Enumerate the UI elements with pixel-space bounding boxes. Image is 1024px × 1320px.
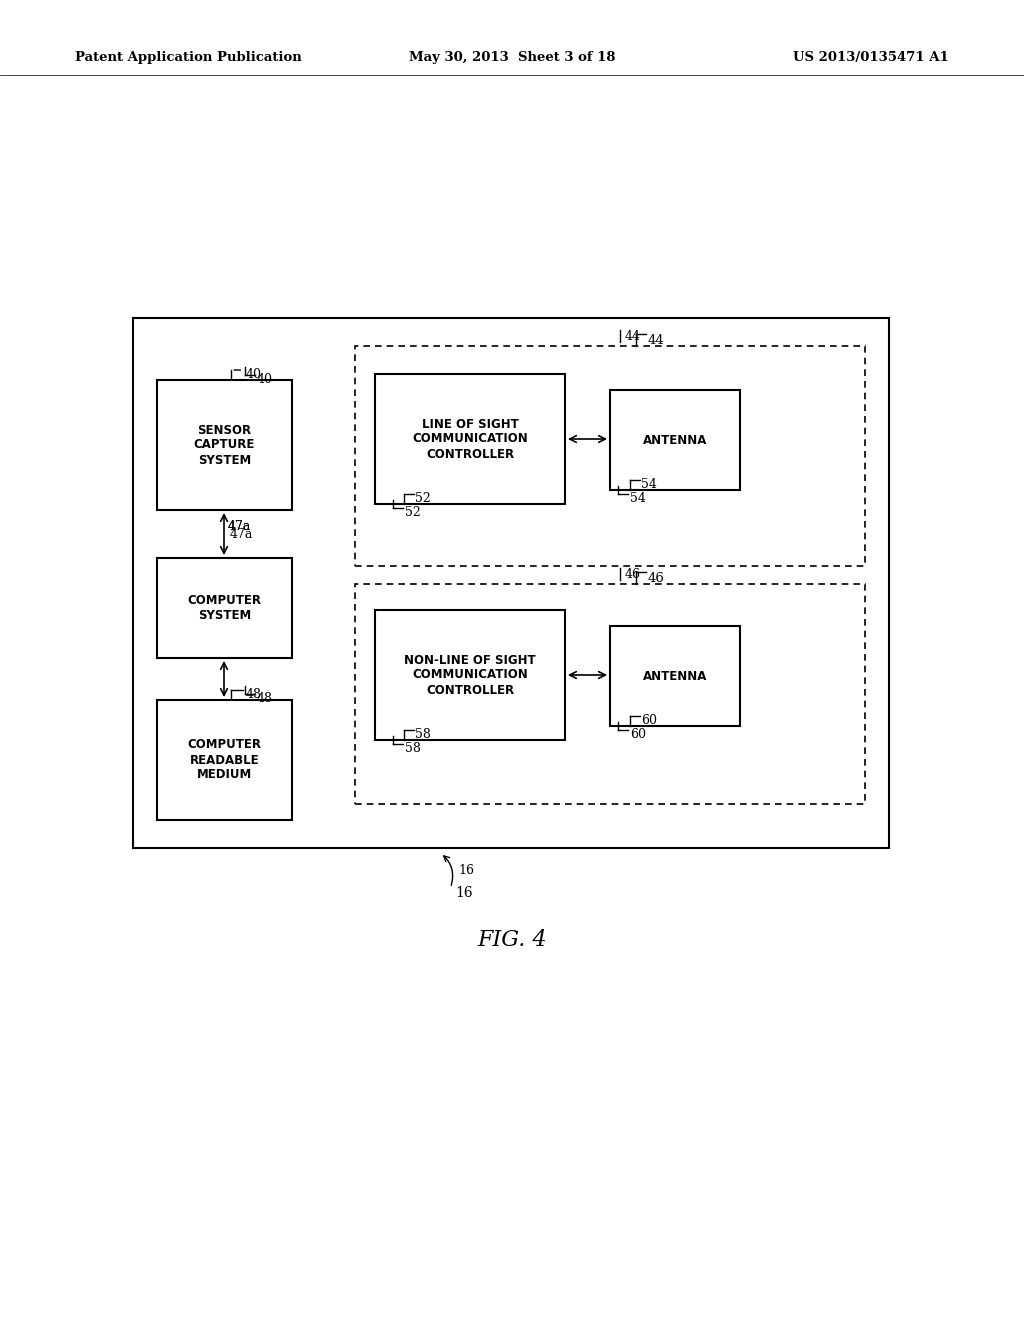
Bar [157,700,292,820]
Text: 52: 52 [406,506,421,519]
Bar [375,374,565,504]
Bar [355,346,865,566]
Bar [610,626,740,726]
Text: COMPUTER
READABLE
MEDIUM: COMPUTER READABLE MEDIUM [187,738,261,781]
Bar [157,380,292,510]
Bar [375,610,565,741]
Text: 44: 44 [625,330,641,342]
Text: ANTENNA: ANTENNA [643,433,708,446]
Text: 40: 40 [257,374,273,385]
Text: 52: 52 [416,492,431,506]
Text: 47a: 47a [230,528,253,540]
Text: SENSOR
CAPTURE
SYSTEM: SENSOR CAPTURE SYSTEM [194,424,255,466]
Text: LINE OF SIGHT
COMMUNICATION
CONTROLLER: LINE OF SIGHT COMMUNICATION CONTROLLER [412,417,528,461]
Bar [133,318,889,847]
Text: FIG. 4: FIG. 4 [477,929,547,950]
Text: 40: 40 [246,368,261,381]
Text: 58: 58 [416,729,431,742]
Text: 16: 16 [456,886,473,900]
Text: 60: 60 [641,714,657,727]
Text: 47a: 47a [228,520,251,532]
Text: 16: 16 [458,863,474,876]
Text: 54: 54 [630,492,646,506]
Bar [610,389,740,490]
Text: 60: 60 [630,729,646,741]
Text: 47a: 47a [228,520,251,532]
Text: 48: 48 [257,692,273,705]
Text: 46: 46 [647,572,665,585]
Text: NON-LINE OF SIGHT
COMMUNICATION
CONTROLLER: NON-LINE OF SIGHT COMMUNICATION CONTROLL… [404,653,536,697]
Text: Patent Application Publication: Patent Application Publication [75,51,302,65]
Text: 44: 44 [647,334,665,346]
Text: 54: 54 [641,479,657,491]
Text: 48: 48 [246,689,261,701]
Text: COMPUTER
SYSTEM: COMPUTER SYSTEM [187,594,261,622]
Text: 58: 58 [406,742,421,755]
Text: US 2013/0135471 A1: US 2013/0135471 A1 [794,51,949,65]
Bar [355,583,865,804]
Text: ANTENNA: ANTENNA [643,669,708,682]
Bar [157,558,292,657]
Text: 46: 46 [625,568,641,581]
Text: May 30, 2013  Sheet 3 of 18: May 30, 2013 Sheet 3 of 18 [409,51,615,65]
